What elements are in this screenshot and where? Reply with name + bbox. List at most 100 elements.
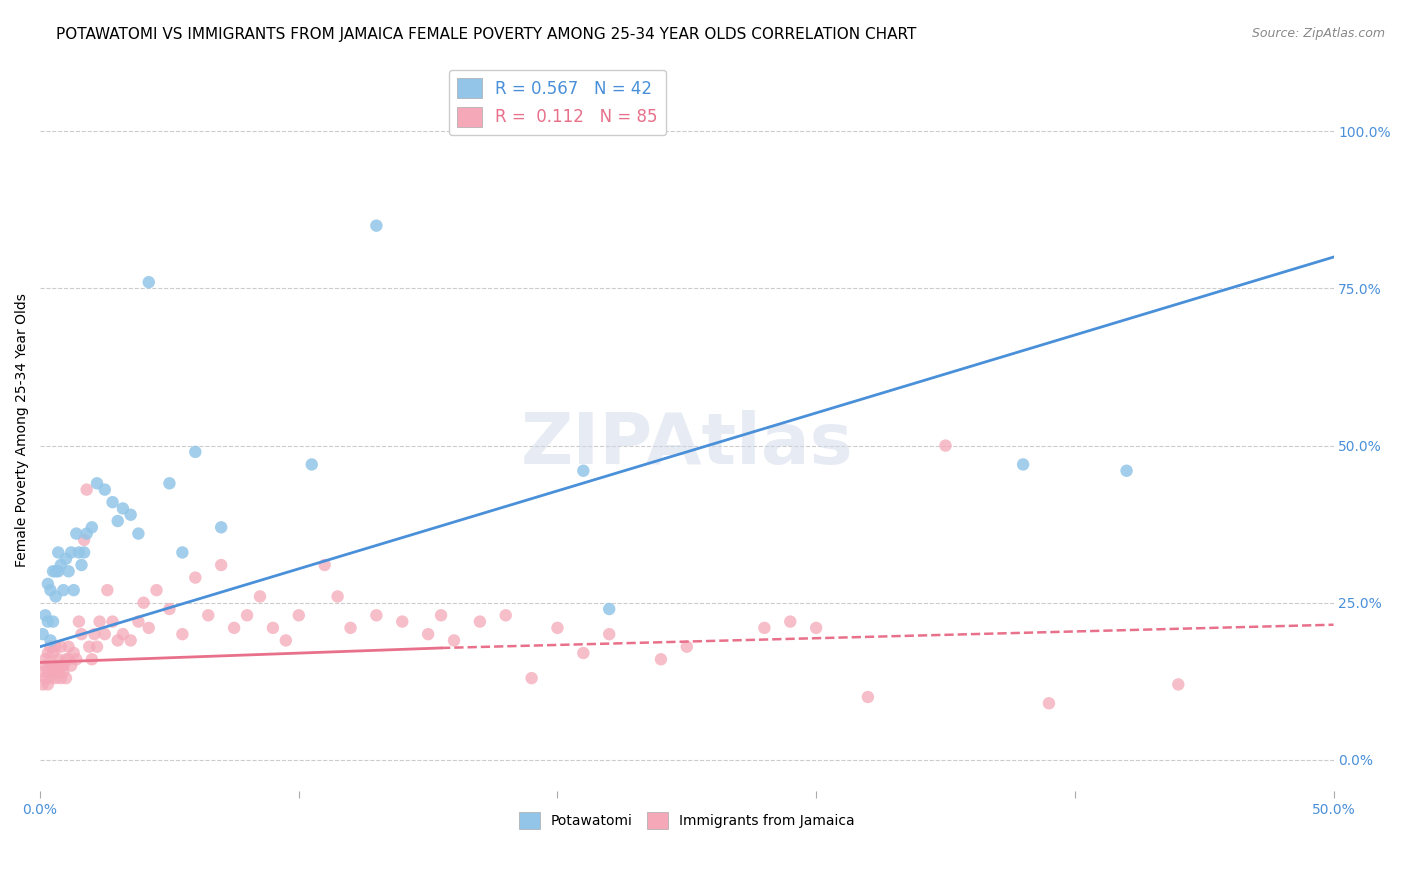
Point: [42, 564, 65, 578]
Point: [62, 583, 84, 598]
Point: [39, 640, 62, 654]
Point: [60, 545, 83, 559]
Point: [339, 621, 361, 635]
Point: [366, 219, 388, 233]
Point: [37, 615, 59, 629]
Y-axis label: Female Poverty Among 25-34 Year Olds: Female Poverty Among 25-34 Year Olds: [15, 293, 30, 566]
Point: [101, 495, 124, 509]
Point: [46, 545, 69, 559]
Point: [224, 621, 246, 635]
Point: [120, 508, 142, 522]
Point: [120, 633, 142, 648]
Point: [39, 658, 62, 673]
Point: [468, 615, 491, 629]
Point: [495, 608, 517, 623]
Point: [184, 445, 207, 459]
Text: Source: ZipAtlas.com: Source: ZipAtlas.com: [1251, 27, 1385, 40]
Point: [55, 652, 77, 666]
Point: [159, 476, 181, 491]
Point: [52, 658, 75, 673]
Point: [138, 621, 160, 635]
Point: [37, 677, 59, 691]
Point: [39, 671, 62, 685]
Point: [34, 608, 56, 623]
Point: [650, 652, 672, 666]
Point: [45, 564, 67, 578]
Point: [138, 275, 160, 289]
Point: [49, 671, 72, 685]
Point: [111, 501, 134, 516]
Point: [37, 646, 59, 660]
Point: [73, 545, 96, 559]
Point: [94, 627, 117, 641]
Point: [101, 615, 124, 629]
Point: [42, 665, 65, 679]
Point: [274, 633, 297, 648]
Point: [1115, 464, 1137, 478]
Text: ZIPAtlas: ZIPAtlas: [520, 409, 853, 479]
Point: [42, 646, 65, 660]
Point: [76, 526, 98, 541]
Text: POTAWATOMI VS IMMIGRANTS FROM JAMAICA FEMALE POVERTY AMONG 25-34 YEAR OLDS CORRE: POTAWATOMI VS IMMIGRANTS FROM JAMAICA FE…: [56, 27, 917, 42]
Point: [45, 590, 67, 604]
Point: [89, 615, 111, 629]
Point: [598, 602, 620, 616]
Point: [37, 665, 59, 679]
Point: [83, 627, 105, 641]
Point: [598, 627, 620, 641]
Point: [60, 658, 83, 673]
Point: [77, 640, 100, 654]
Point: [96, 583, 118, 598]
Point: [58, 652, 80, 666]
Point: [67, 545, 90, 559]
Point: [391, 615, 413, 629]
Point: [209, 558, 232, 572]
Point: [94, 483, 117, 497]
Point: [52, 583, 75, 598]
Point: [288, 608, 311, 623]
Point: [31, 677, 53, 691]
Point: [111, 627, 134, 641]
Point: [127, 526, 149, 541]
Point: [58, 640, 80, 654]
Point: [46, 652, 69, 666]
Point: [262, 621, 284, 635]
Point: [86, 476, 108, 491]
Point: [172, 545, 194, 559]
Point: [1167, 677, 1189, 691]
Point: [107, 633, 129, 648]
Point: [159, 602, 181, 616]
Point: [236, 608, 259, 623]
Point: [73, 533, 96, 547]
Point: [249, 590, 271, 604]
Point: [197, 608, 219, 623]
Point: [49, 558, 72, 572]
Point: [39, 633, 62, 648]
Point: [55, 671, 77, 685]
Point: [46, 665, 69, 679]
Point: [45, 658, 67, 673]
Point: [62, 646, 84, 660]
Point: [804, 621, 827, 635]
Point: [132, 596, 155, 610]
Point: [366, 608, 388, 623]
Point: [86, 640, 108, 654]
Point: [42, 658, 65, 673]
Point: [754, 621, 776, 635]
Point: [31, 665, 53, 679]
Point: [1038, 696, 1060, 710]
Point: [127, 615, 149, 629]
Point: [145, 583, 167, 598]
Point: [39, 583, 62, 598]
Point: [34, 652, 56, 666]
Point: [55, 551, 77, 566]
Point: [31, 627, 53, 641]
Point: [546, 621, 568, 635]
Point: [301, 458, 323, 472]
Point: [52, 665, 75, 679]
Point: [572, 646, 595, 660]
Point: [45, 671, 67, 685]
Point: [49, 658, 72, 673]
Point: [107, 514, 129, 528]
Point: [34, 671, 56, 685]
